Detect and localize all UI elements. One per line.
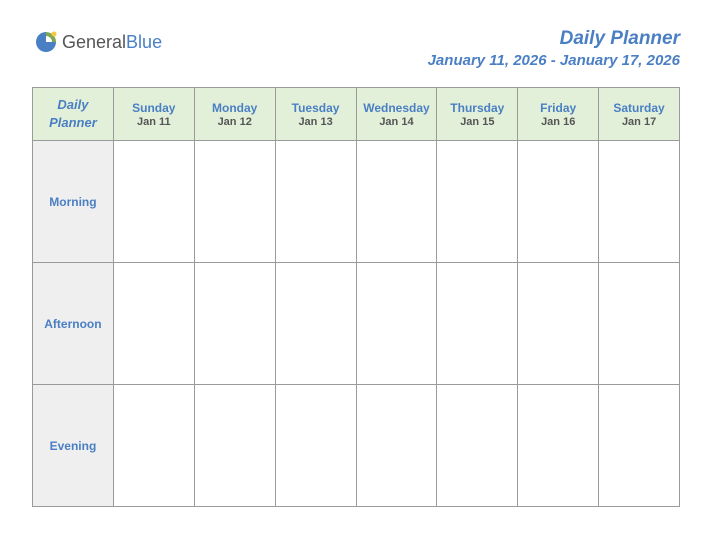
corner-cell: Daily Planner [33,88,114,141]
title-block: Daily Planner January 11, 2026 - January… [428,28,680,69]
planner-cell[interactable] [113,141,194,263]
period-row: Morning [33,141,680,263]
day-date: Jan 15 [441,116,513,128]
logo-text-blue: Blue [126,32,162,52]
day-header: Wednesday Jan 14 [356,88,437,141]
planner-cell[interactable] [194,385,275,507]
planner-cell[interactable] [275,263,356,385]
day-date: Jan 11 [118,116,190,128]
day-date: Jan 16 [522,116,594,128]
period-label: Morning [33,141,114,263]
period-row: Afternoon [33,263,680,385]
planner-cell[interactable] [194,141,275,263]
planner-cell[interactable] [275,385,356,507]
day-header: Tuesday Jan 13 [275,88,356,141]
planner-cell[interactable] [518,141,599,263]
logo-icon [32,28,60,56]
day-name: Monday [199,101,271,115]
planner-cell[interactable] [437,263,518,385]
day-date: Jan 14 [361,116,433,128]
day-header: Saturday Jan 17 [599,88,680,141]
planner-cell[interactable] [599,385,680,507]
planner-cell[interactable] [518,263,599,385]
planner-cell[interactable] [275,141,356,263]
day-name: Thursday [441,101,513,115]
day-date: Jan 12 [199,116,271,128]
period-row: Evening [33,385,680,507]
day-name: Friday [522,101,594,115]
period-label: Evening [33,385,114,507]
planner-cell[interactable] [113,263,194,385]
page-title: Daily Planner [428,28,680,50]
logo-text-general: General [62,32,126,52]
day-name: Tuesday [280,101,352,115]
day-header: Thursday Jan 15 [437,88,518,141]
day-date: Jan 17 [603,116,675,128]
day-header: Sunday Jan 11 [113,88,194,141]
day-header: Friday Jan 16 [518,88,599,141]
planner-cell[interactable] [437,141,518,263]
day-header: Monday Jan 12 [194,88,275,141]
day-name: Saturday [603,101,675,115]
planner-cell[interactable] [437,385,518,507]
day-name: Wednesday [361,101,433,115]
logo: GeneralBlue [32,28,162,56]
planner-table: Daily Planner Sunday Jan 11 Monday Jan 1… [32,87,680,507]
planner-cell[interactable] [113,385,194,507]
planner-cell[interactable] [599,263,680,385]
logo-text: GeneralBlue [62,32,162,53]
day-name: Sunday [118,101,190,115]
header: GeneralBlue Daily Planner January 11, 20… [32,28,680,69]
period-label: Afternoon [33,263,114,385]
day-date: Jan 13 [280,116,352,128]
planner-cell[interactable] [356,385,437,507]
date-range: January 11, 2026 - January 17, 2026 [428,52,680,69]
planner-cell[interactable] [194,263,275,385]
planner-cell[interactable] [599,141,680,263]
planner-cell[interactable] [356,141,437,263]
planner-cell[interactable] [356,263,437,385]
planner-cell[interactable] [518,385,599,507]
